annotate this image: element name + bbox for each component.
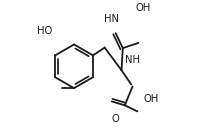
Text: OH: OH — [143, 94, 158, 104]
Text: OH: OH — [135, 4, 151, 13]
Text: NH: NH — [125, 56, 140, 65]
Text: HN: HN — [104, 14, 119, 24]
Text: O: O — [111, 114, 119, 124]
Text: HO: HO — [37, 26, 52, 36]
